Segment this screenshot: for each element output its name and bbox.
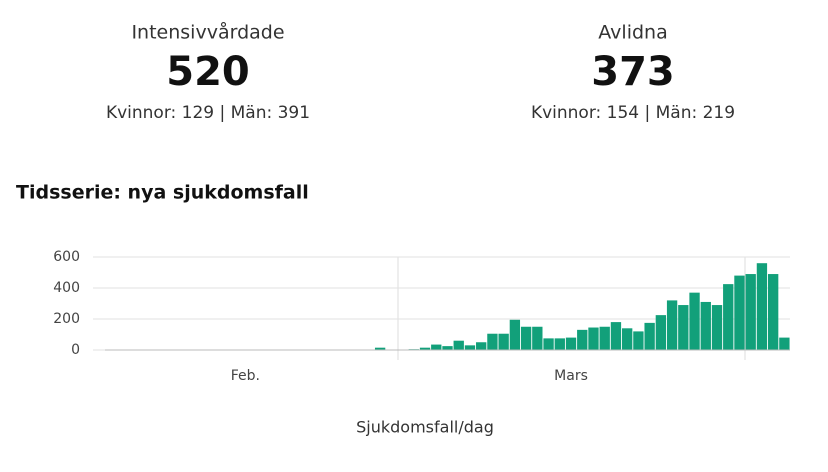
bar (746, 274, 756, 350)
y-tick-label: 600 (53, 249, 80, 265)
bar (588, 328, 598, 350)
stat-label: Avlidna (598, 22, 667, 44)
bar (442, 346, 452, 350)
bar (543, 338, 553, 350)
bar (768, 274, 778, 350)
bar (644, 323, 654, 350)
bar (566, 338, 576, 350)
y-tick-label: 400 (53, 280, 80, 296)
bar (622, 328, 632, 350)
bar (555, 338, 565, 350)
y-tick-label: 0 (71, 342, 80, 358)
bar (678, 305, 688, 350)
bar (757, 263, 767, 350)
bar (689, 293, 699, 350)
stat-value: 520 (166, 49, 250, 95)
bar (656, 315, 666, 350)
x-tick-label: Mars (554, 368, 588, 384)
bar (431, 345, 441, 350)
chart-title: Tidsserie: nya sjukdomsfall (16, 182, 309, 204)
bar (667, 300, 677, 350)
bar (734, 276, 744, 350)
y-tick-label: 200 (53, 311, 80, 327)
bar (487, 334, 497, 350)
bar (633, 331, 643, 350)
bar (521, 327, 531, 350)
bar (723, 284, 733, 350)
bar (577, 330, 587, 350)
stat-label: Intensivvårdade (131, 21, 284, 44)
bar (465, 345, 475, 350)
bar (476, 342, 486, 350)
bar (454, 341, 464, 350)
bar (498, 334, 508, 350)
x-axis-title: Sjukdomsfall/dag (356, 418, 494, 437)
x-tick-label: Feb. (231, 368, 260, 384)
bar (611, 322, 621, 350)
bar (510, 320, 520, 350)
bar (600, 327, 610, 350)
bar (779, 338, 789, 350)
bar (532, 327, 542, 350)
bar (701, 302, 711, 350)
stat-detail: Kvinnor: 129 | Män: 391 (106, 103, 310, 123)
stat-value: 373 (591, 49, 675, 95)
bar (712, 305, 722, 350)
stat-detail: Kvinnor: 154 | Män: 219 (531, 103, 735, 123)
